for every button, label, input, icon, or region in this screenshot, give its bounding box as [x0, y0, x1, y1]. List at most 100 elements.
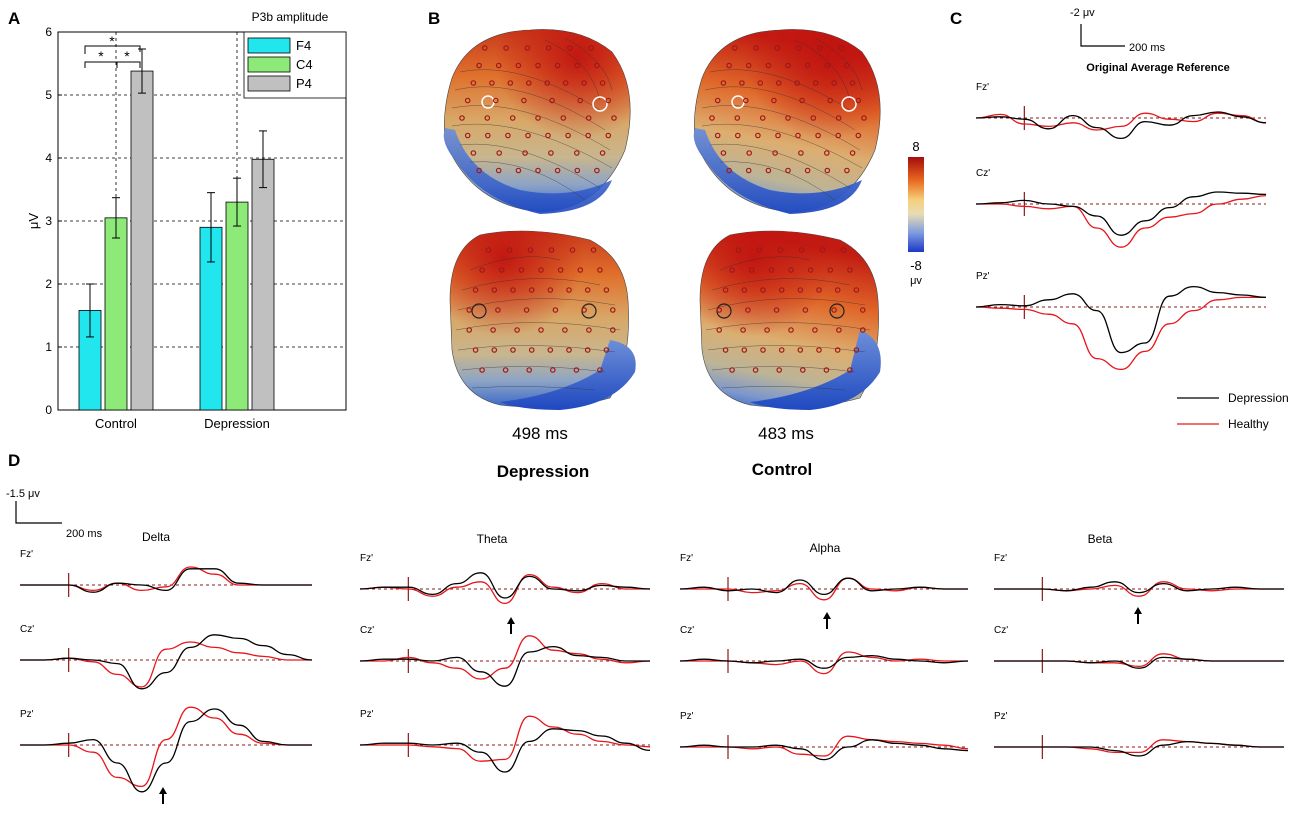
electrode-dot — [566, 287, 572, 293]
trace-healthy — [975, 296, 1266, 371]
trace-depression — [679, 654, 969, 669]
electrode-dot — [459, 115, 465, 121]
electrode-dot — [823, 367, 830, 373]
colorbar-max: 8 — [912, 139, 919, 154]
trace-depression — [975, 191, 1267, 236]
legend-swatch-p4 — [247, 75, 291, 92]
scalebar-c-amp: -2 μv — [1070, 7, 1095, 19]
electrode-dot — [594, 167, 600, 174]
electrode-dot — [585, 132, 592, 139]
electrode-dot — [777, 247, 784, 253]
electrode-dot — [716, 327, 723, 333]
electrode-dot — [827, 97, 834, 104]
electrode-dot — [599, 150, 606, 156]
electrode-dot — [521, 97, 527, 104]
electrode-dot — [548, 150, 554, 156]
electrode-dot — [524, 45, 531, 51]
ytick-label: 5 — [45, 88, 52, 102]
electrode-dot — [484, 115, 491, 121]
band-title: Theta — [477, 532, 508, 546]
panel-c-title: Original Average Reference — [1086, 62, 1229, 74]
electrode-dot — [573, 367, 580, 373]
trace-depression — [20, 568, 312, 593]
electrode-dot — [849, 150, 856, 156]
electrode-dot — [729, 267, 735, 273]
electrode-dot — [760, 347, 766, 353]
electrode-dot — [853, 347, 860, 353]
electrode-dot — [498, 267, 505, 273]
trace-depression — [679, 739, 969, 761]
topomap-depression-back — [449, 230, 636, 410]
electrode-dot — [746, 150, 753, 156]
electrode-dot — [729, 367, 735, 373]
electrode-dot — [495, 167, 502, 174]
trace-healthy — [20, 641, 312, 688]
electrode-dot — [577, 267, 584, 273]
ytick-label: 4 — [45, 151, 52, 165]
electrode-dot — [817, 45, 823, 51]
electrode-dot — [804, 62, 811, 69]
electrode-dot — [714, 132, 721, 139]
electrode-dot — [742, 97, 749, 104]
electrode-dot — [836, 327, 842, 333]
electrode-dot — [611, 115, 617, 121]
panel-letter-a: A — [8, 9, 20, 28]
topomap-depression-top — [443, 29, 631, 214]
electrode-dot — [768, 267, 775, 273]
electrode-dot — [855, 97, 862, 104]
electrode-dot — [569, 247, 576, 253]
bar-p4-control — [130, 70, 154, 411]
electrode-dot — [560, 115, 567, 121]
electrode-dot — [835, 115, 842, 121]
electrode-dot — [810, 115, 817, 121]
panel-letter-b: B — [428, 9, 440, 28]
electrode-dot — [785, 115, 791, 121]
electrode-dot — [577, 97, 584, 104]
trace-depression — [994, 656, 1284, 669]
trace-depression — [993, 740, 1284, 757]
ytick-label: 6 — [45, 25, 52, 39]
electrode-dot — [785, 167, 791, 174]
electrode-dot — [574, 167, 581, 174]
electrode-dot — [538, 267, 544, 273]
electrode-dot — [507, 80, 514, 86]
electrode-dot — [722, 287, 729, 293]
electrode-dot — [510, 287, 516, 293]
electrode-dot — [490, 327, 496, 333]
electrode-dot — [739, 80, 745, 86]
ytick-label: 2 — [45, 277, 52, 291]
electrode-dot — [609, 327, 616, 333]
electrode-dot — [552, 307, 559, 313]
electrode-dot — [834, 287, 841, 293]
bar-c4-control — [104, 217, 128, 411]
electrode-dot — [771, 97, 777, 104]
electrode-dot — [835, 132, 842, 139]
electrode-dot — [605, 132, 612, 139]
electrode-dot — [562, 327, 568, 333]
electrode-dot — [523, 307, 530, 313]
electrode-dot — [734, 115, 741, 121]
electrode-dot — [764, 327, 770, 333]
panel-letter-d: D — [8, 451, 20, 470]
trace-healthy — [360, 635, 651, 680]
electrode-dot — [714, 97, 721, 104]
channel-label: Cz' — [680, 625, 694, 636]
channel-label: Cz' — [976, 168, 990, 179]
electrode-dot — [545, 132, 551, 139]
electrode-dot — [797, 347, 804, 353]
electrode-dot — [548, 247, 555, 253]
sig-mark-f4-c4: * — [98, 48, 104, 64]
electrode-dot — [726, 62, 732, 69]
colorbar-min: -8 — [910, 258, 922, 273]
channel-label: Fz' — [994, 553, 1007, 564]
electrode-dot — [609, 307, 616, 313]
channel-label: Fz' — [360, 553, 373, 564]
electrode-dot — [831, 80, 837, 86]
trace-healthy — [993, 739, 1284, 754]
trace-depression — [359, 645, 650, 687]
channel-label: Cz' — [360, 625, 374, 636]
electrode-dot — [827, 267, 834, 273]
scalebar-c — [1080, 24, 1125, 47]
electrode-dot — [794, 80, 801, 86]
electrode-dot — [594, 62, 600, 69]
